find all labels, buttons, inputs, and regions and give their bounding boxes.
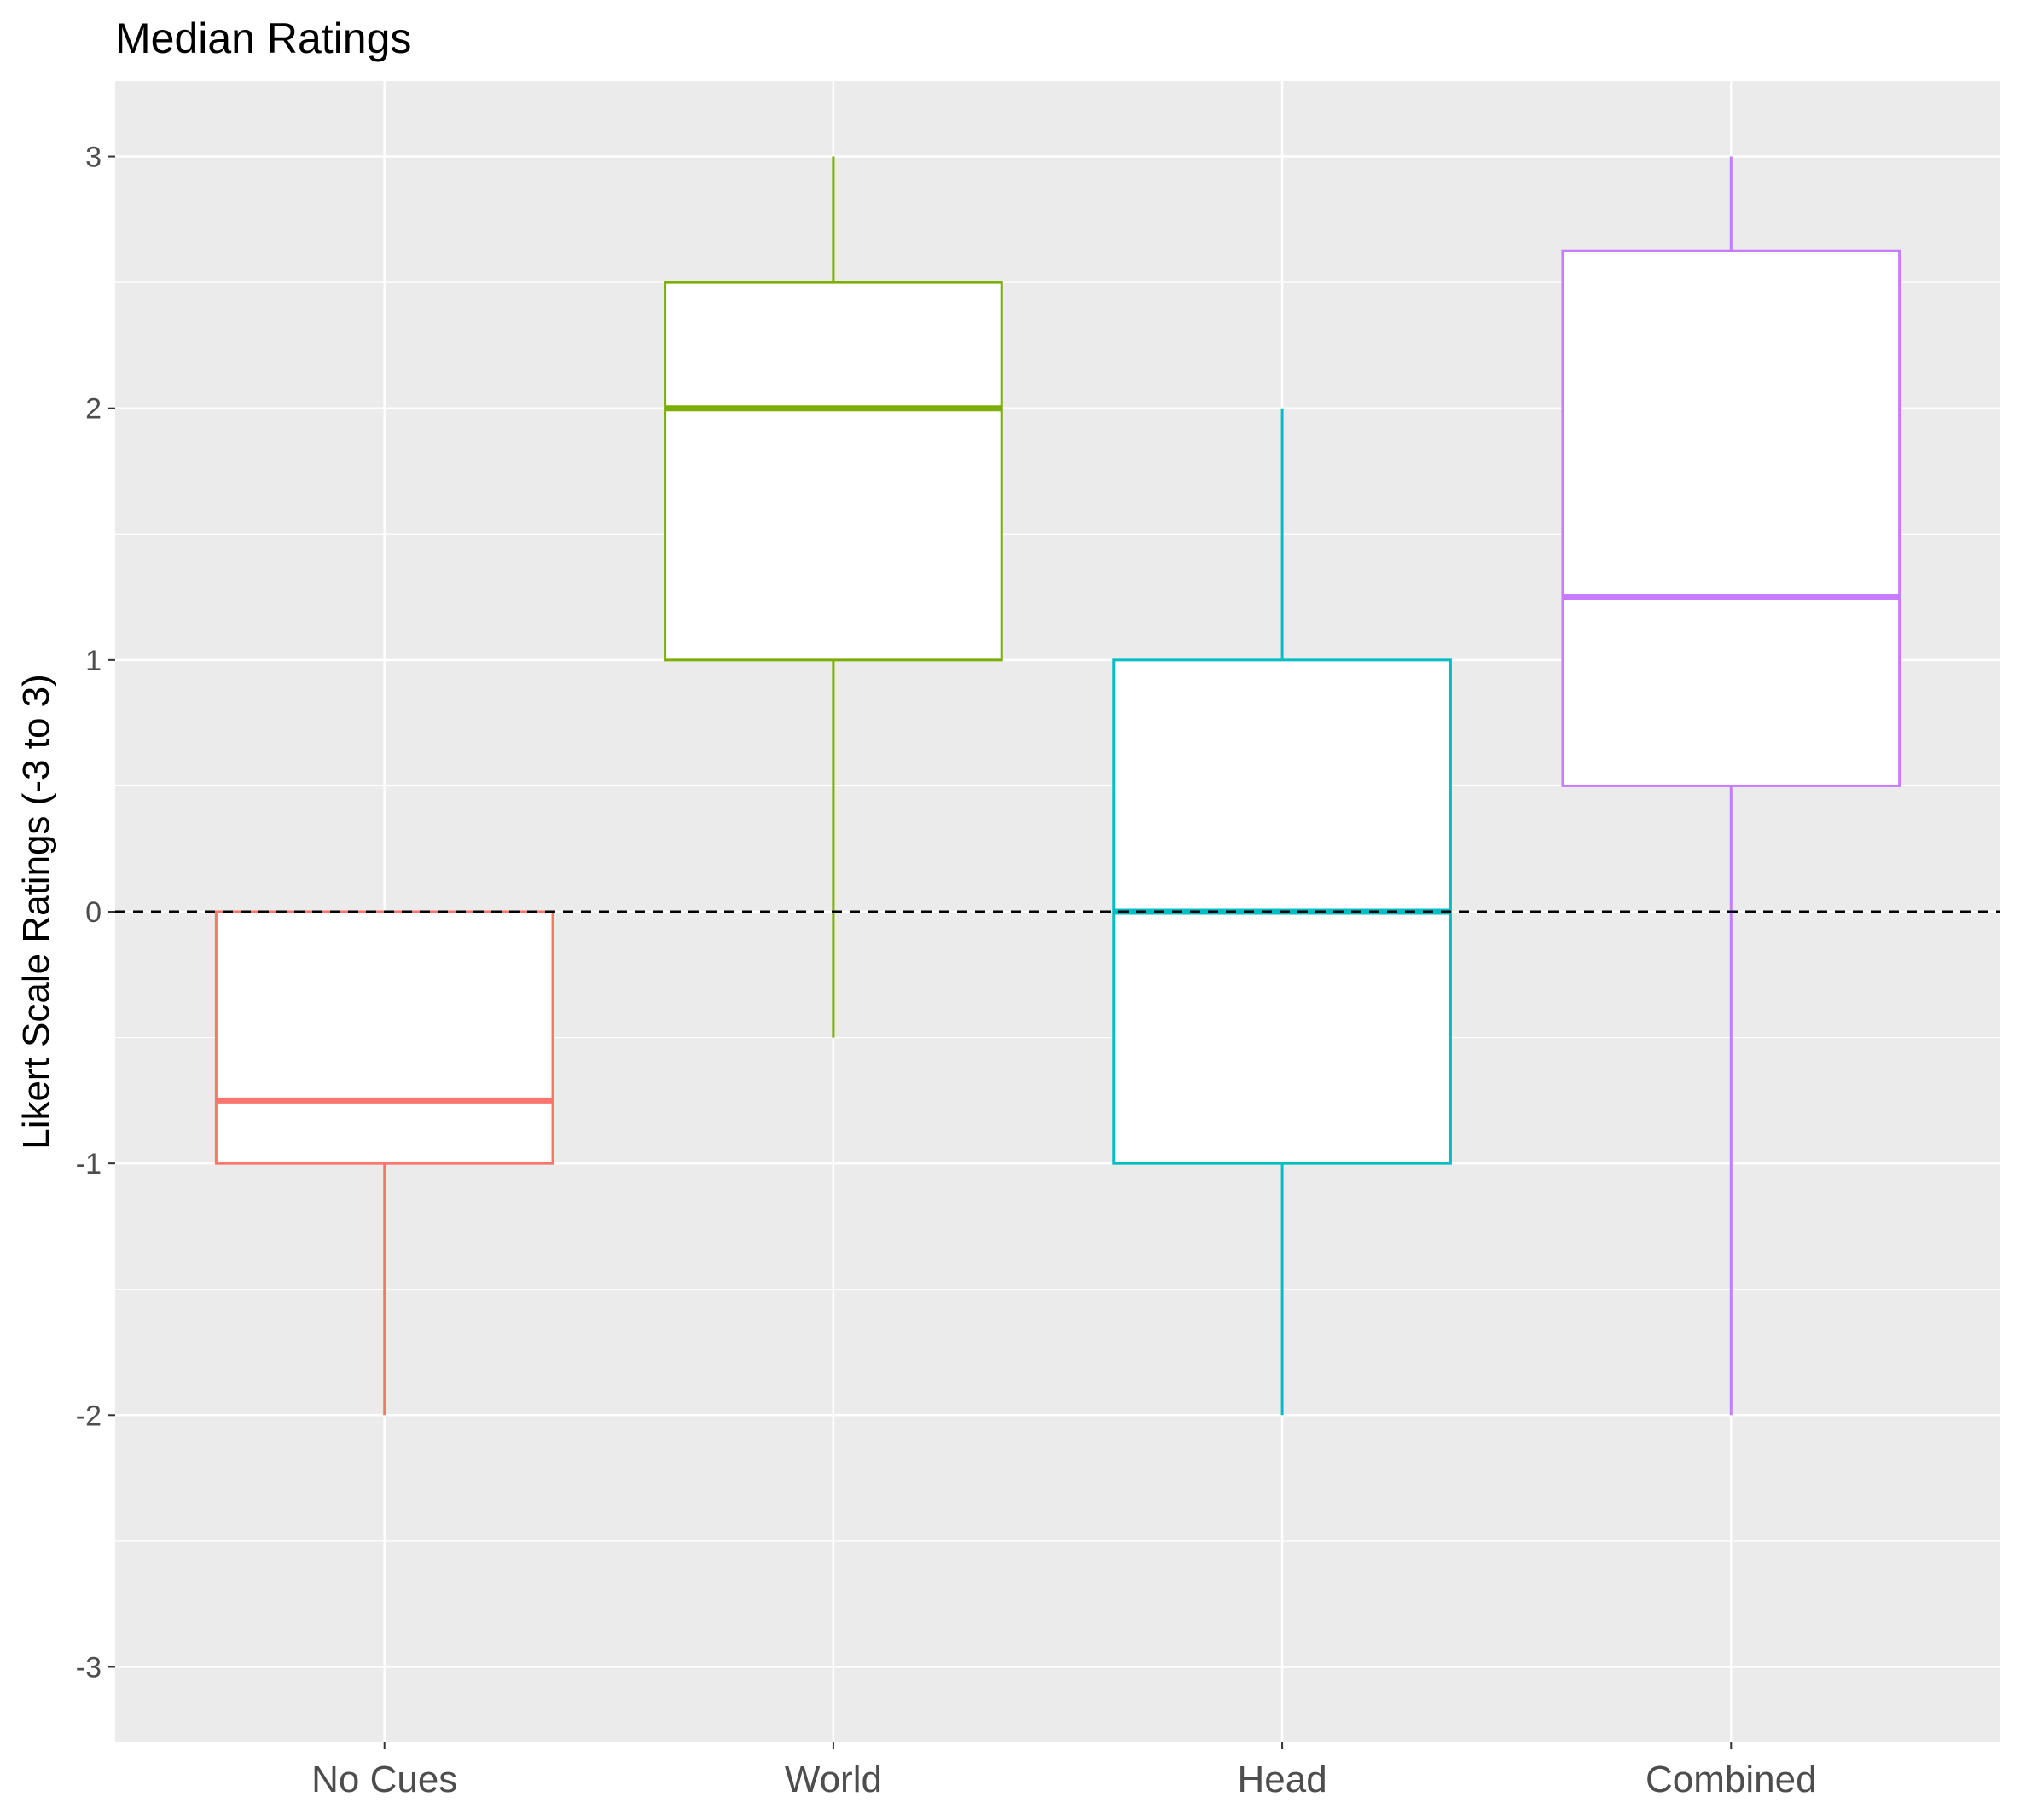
y-tick-label: -3 <box>76 1651 102 1684</box>
y-tick-label: 1 <box>85 645 102 677</box>
y-tick-label: 3 <box>85 142 102 174</box>
box-world <box>664 156 1003 1038</box>
x-axis: No Cues World Head Combined <box>311 1742 1817 1800</box>
box-body <box>664 281 1003 662</box>
box-body <box>214 910 554 1165</box>
y-tick-label: -1 <box>76 1148 102 1180</box>
x-tick-label: World <box>785 1759 882 1800</box>
boxes-layer <box>214 156 1901 1416</box>
box-combined <box>1561 156 1901 1416</box>
y-axis-label: Likert Scale Ratings (-3 to 3) <box>15 674 57 1150</box>
x-tick-label: Head <box>1238 1759 1327 1800</box>
y-tick-label: 0 <box>85 896 102 929</box>
y-tick-label: 2 <box>85 393 102 426</box>
y-tick-label: -2 <box>76 1400 102 1432</box>
box-body <box>1561 249 1901 787</box>
x-tick-label: No Cues <box>311 1759 457 1800</box>
box-no-cues <box>214 910 554 1416</box>
x-tick-label: Combined <box>1646 1759 1817 1800</box>
chart-title: Median Ratings <box>115 14 411 62</box>
y-axis: 3 2 1 0 -1 -2 -3 <box>76 142 115 1684</box>
